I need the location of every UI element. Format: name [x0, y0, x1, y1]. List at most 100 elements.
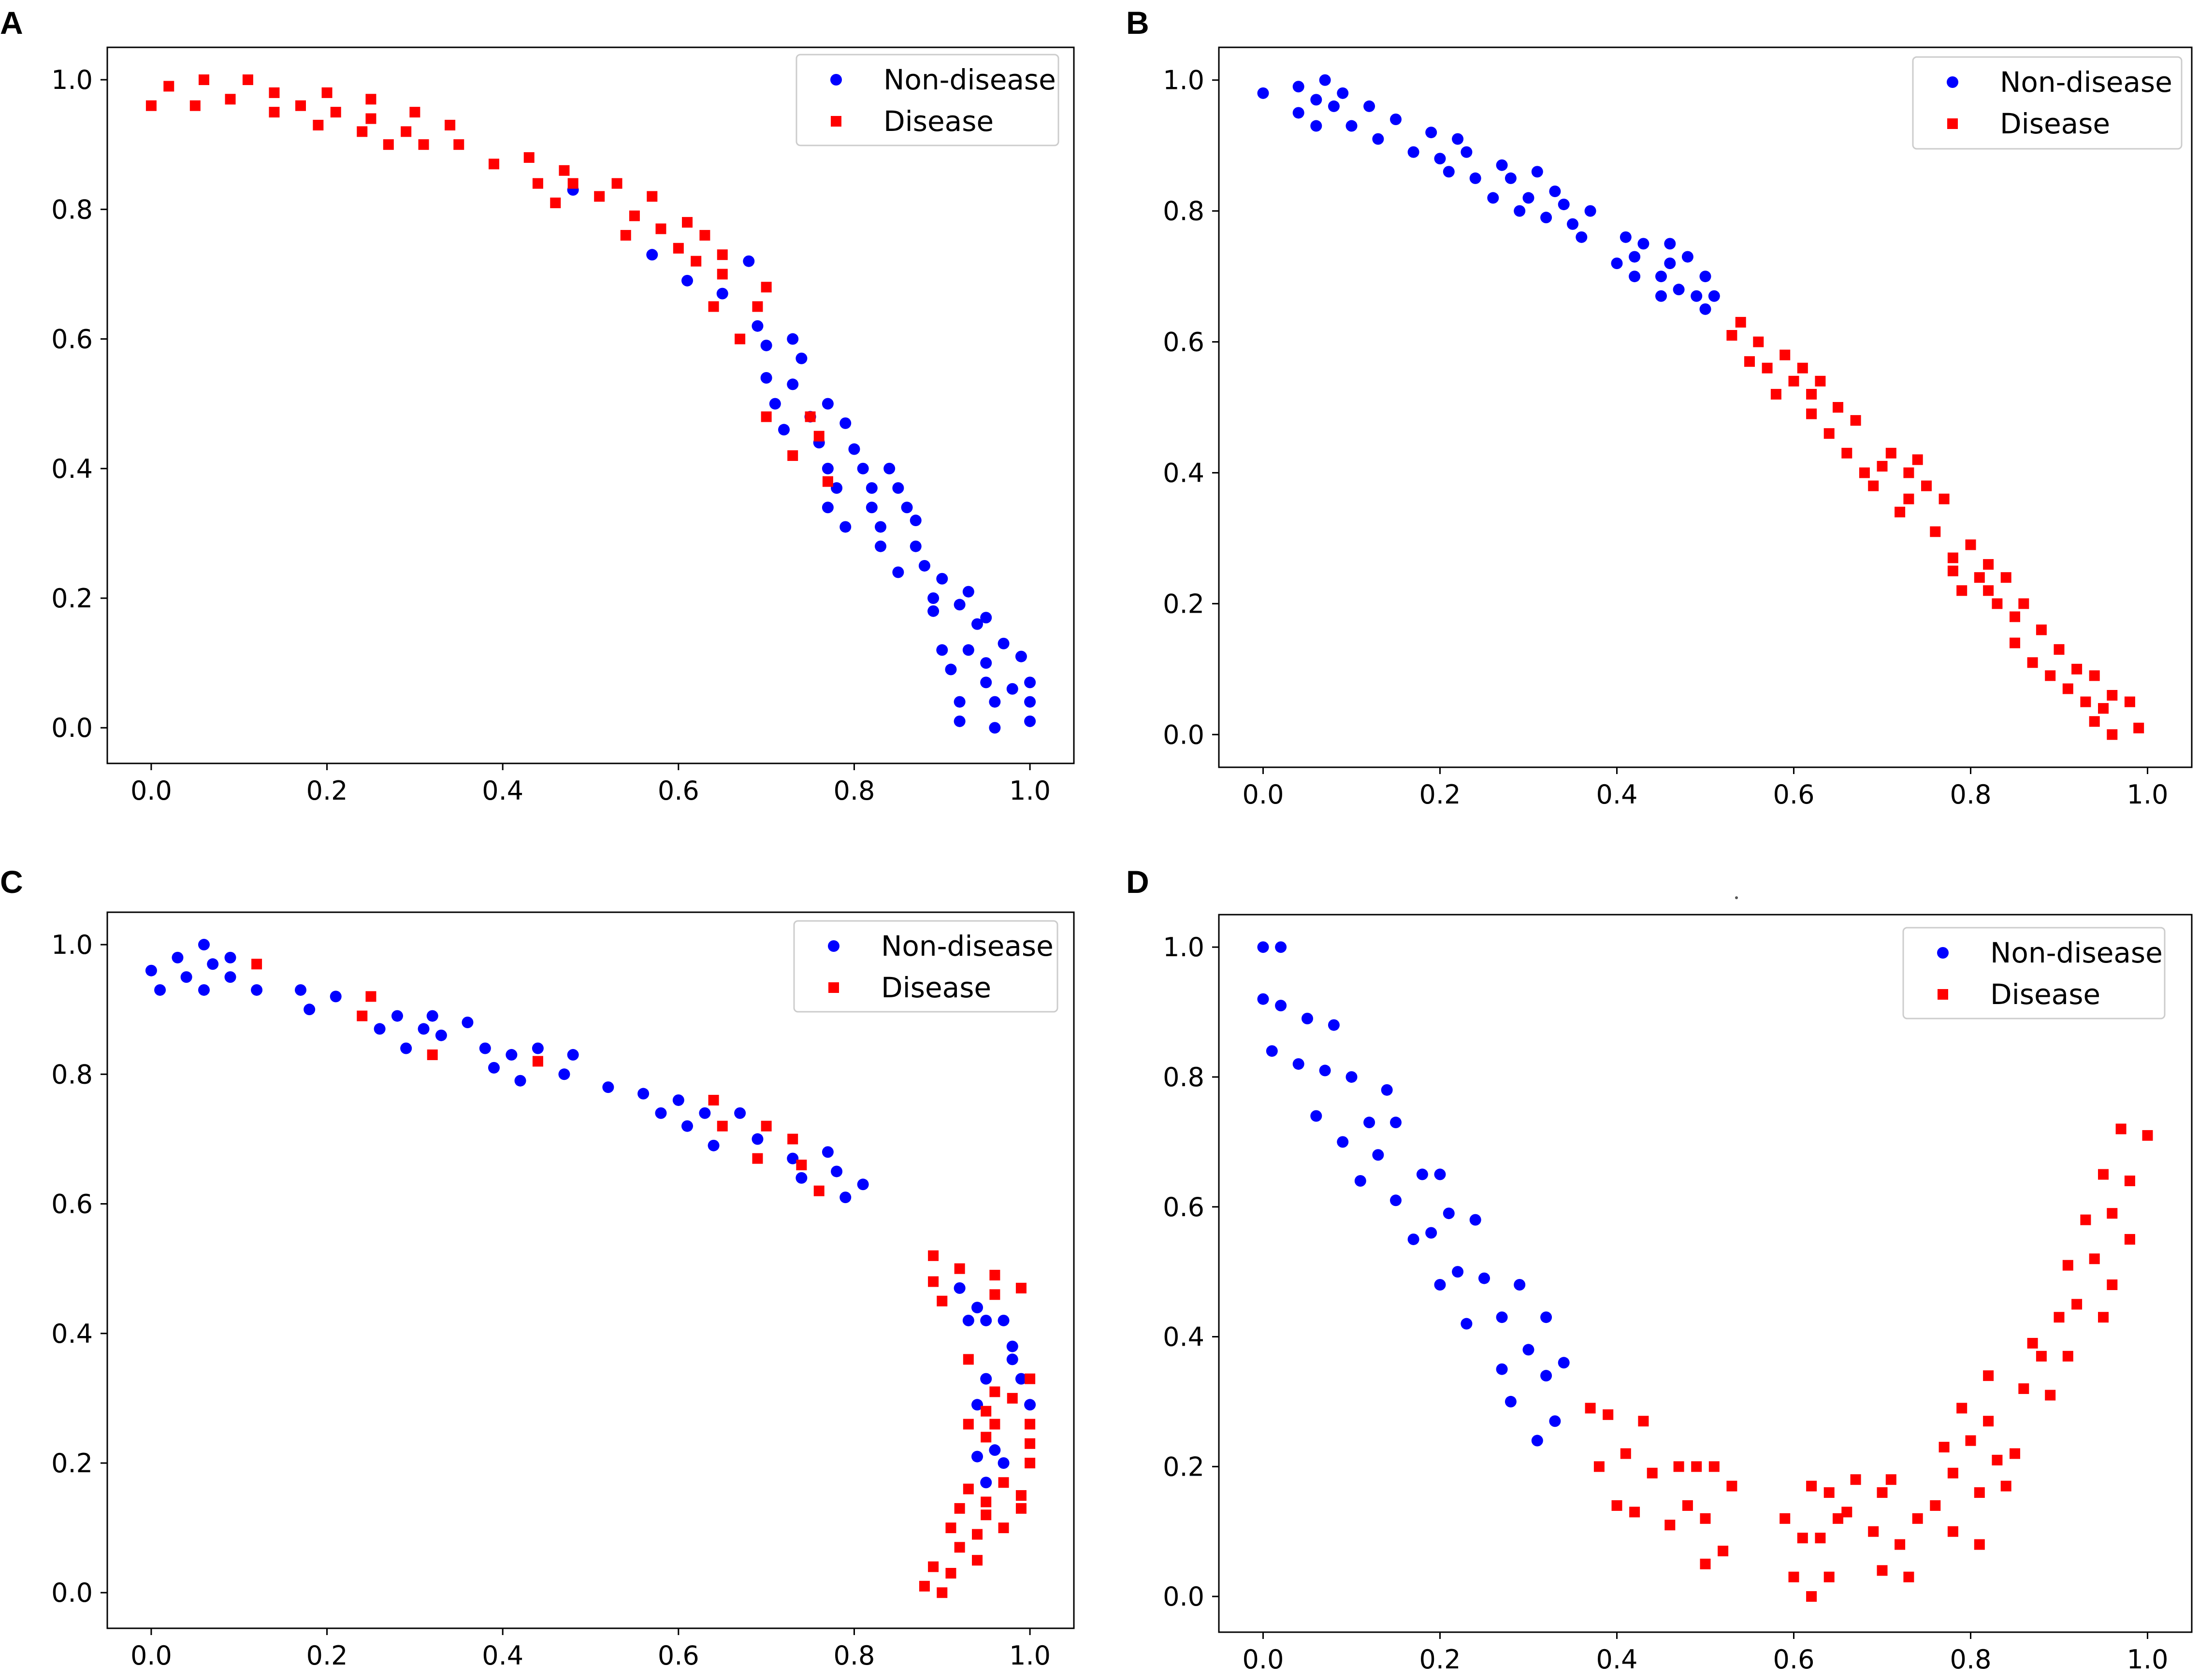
- panel-c-series-disease: [251, 959, 1036, 1598]
- panel-c-non-disease-point: [655, 1107, 667, 1119]
- panel-d-disease-point: [1885, 1474, 1896, 1485]
- panel-d-non-disease-point: [1407, 1233, 1419, 1245]
- panel-b-disease-point: [1868, 480, 1879, 491]
- panel-b-non-disease-point: [1629, 251, 1641, 263]
- panel-b-disease-point: [1983, 585, 1994, 596]
- panel-b-non-disease-point: [1681, 251, 1693, 263]
- panel-a-non-disease-point: [866, 482, 878, 494]
- panel-c-series-non-disease: [145, 939, 1036, 1489]
- panel-b-letter: B: [1126, 5, 1149, 41]
- panel-c-disease-point: [1025, 1419, 1036, 1430]
- panel-a-non-disease-point: [866, 502, 878, 514]
- panel-c-disease-point: [427, 1049, 438, 1061]
- panel-c-non-disease-point: [558, 1068, 570, 1080]
- panel-c-non-disease-point: [426, 1010, 438, 1022]
- panel-c-non-disease-point: [962, 1314, 974, 1326]
- panel-b-non-disease-point: [1673, 284, 1685, 296]
- panel-d-non-disease-point: [1434, 1279, 1446, 1291]
- panel-a-disease-point: [489, 158, 499, 170]
- panel-d-disease-point: [1841, 1507, 1852, 1518]
- panel-b-non-disease-point: [1425, 127, 1437, 139]
- panel-b-axes-frame: [1218, 46, 2193, 768]
- panel-a-non-disease-point: [1024, 676, 1036, 689]
- panel-b-disease-point: [1974, 572, 1985, 583]
- panel-c-legend-non-disease-marker: [828, 940, 839, 952]
- panel-c-y-tick-label: 0.2: [51, 1448, 93, 1479]
- panel-c-disease-point: [972, 1555, 983, 1566]
- panel-a-non-disease-point: [954, 599, 966, 611]
- panel-c-disease-point: [532, 1056, 543, 1067]
- panel-a-legend-non-disease-marker: [830, 74, 842, 86]
- panel-b-y-tick-label: 0.4: [1163, 458, 1204, 488]
- panel-b-disease-point: [2045, 670, 2056, 681]
- panel-d-disease-point: [2098, 1169, 2109, 1180]
- panel-a-non-disease-point: [918, 560, 930, 572]
- panel-a-non-disease-point: [980, 676, 992, 689]
- panel-c-non-disease-point: [295, 984, 306, 996]
- panel-d-non-disease-point: [1496, 1363, 1508, 1375]
- panel-c-disease-point: [972, 1529, 983, 1540]
- panel-c-disease-point: [1007, 1393, 1018, 1404]
- panel-d-disease-point: [1992, 1454, 2003, 1465]
- panel-d-non-disease-point: [1461, 1318, 1473, 1330]
- panel-d-disease-point: [1718, 1546, 1729, 1557]
- panel-c-non-disease-point: [831, 1165, 843, 1177]
- panel-b-legend-box: [1912, 56, 2183, 150]
- panel-c-disease-point: [963, 1354, 974, 1365]
- panel-d-disease-point: [1947, 1467, 1958, 1479]
- panel-b-x-tick-label: 0.6: [1773, 779, 1815, 810]
- panel-c-legend-disease-label: Disease: [881, 971, 991, 1004]
- panel-a-disease-point: [761, 411, 772, 422]
- panel-d-disease-point: [1912, 1513, 1923, 1524]
- panel-c-non-disease-point: [374, 1023, 386, 1035]
- panel-b-disease-point: [1921, 480, 1932, 491]
- panel-c-non-disease-point: [435, 1029, 447, 1041]
- panel-a-disease-point: [409, 107, 420, 118]
- panel-b-non-disease-point: [1655, 271, 1667, 283]
- panel-d-disease-point: [2062, 1350, 2073, 1362]
- panel-a-non-disease-point: [716, 287, 728, 300]
- panel-b-non-disease-point: [1691, 290, 1703, 302]
- panel-d-non-disease-point: [1531, 1435, 1543, 1447]
- panel-a-disease-point: [357, 126, 368, 137]
- panel-a-non-disease-point: [752, 320, 764, 332]
- panel-a-non-disease-point: [875, 540, 886, 552]
- panel-d-non-disease-point: [1292, 1058, 1304, 1070]
- panel-d-non-disease-point: [1302, 1013, 1313, 1025]
- panel-a-disease-point: [453, 139, 464, 150]
- panel-d-y-tick-label: 1.0: [1163, 932, 1204, 962]
- panel-c-disease-point: [989, 1270, 1000, 1281]
- panel-b-disease-point: [1753, 336, 1764, 347]
- panel-b-non-disease-point: [1611, 258, 1623, 269]
- panel-c: C 0.0 0.2 0.4 0.6 0.8 1.0 0.0 0.2 0.4 0.6 0.8 1.0 Non…: [0, 864, 1075, 1671]
- panel-d-disease-point: [1850, 1474, 1861, 1485]
- panel-d-disease-point: [1708, 1461, 1720, 1472]
- panel-d-non-disease-point: [1522, 1344, 1534, 1356]
- panel-c-non-disease-point: [479, 1042, 491, 1054]
- panel-b-non-disease-point: [1292, 81, 1304, 93]
- panel-c-disease-point: [717, 1120, 728, 1132]
- panel-a-disease-point: [523, 152, 535, 163]
- panel-b-disease-point: [1779, 349, 1791, 360]
- panel-d-disease-point: [1806, 1591, 1817, 1602]
- panel-d-legend-non-disease-label: Non-disease: [1990, 936, 2163, 969]
- panel-d-disease-point: [1930, 1500, 1941, 1511]
- panel-a-non-disease-point: [831, 482, 843, 494]
- panel-d-disease-point: [1611, 1500, 1622, 1511]
- panel-d-non-disease-point: [1266, 1045, 1278, 1057]
- panel-c-disease-point: [989, 1419, 1000, 1430]
- panel-a-disease-point: [532, 178, 543, 189]
- panel-b-non-disease-point: [1699, 303, 1711, 315]
- panel-d-non-disease-point: [1390, 1117, 1402, 1129]
- panel-b-non-disease-point: [1584, 205, 1596, 217]
- panel-b-disease-point: [1806, 388, 1817, 400]
- panel-c-disease-point: [1015, 1503, 1027, 1514]
- panel-d-disease-point: [1797, 1533, 1808, 1544]
- panel-b-disease-point: [1833, 402, 1843, 413]
- panel-d-non-disease-point: [1514, 1279, 1526, 1291]
- panel-c-disease-point: [796, 1160, 807, 1171]
- panel-c-non-disease-point: [224, 971, 236, 983]
- panel-a-disease-point: [752, 301, 763, 312]
- panel-c-y-tick-label: 0.0: [51, 1578, 93, 1608]
- panel-b-disease-point: [2098, 703, 2109, 714]
